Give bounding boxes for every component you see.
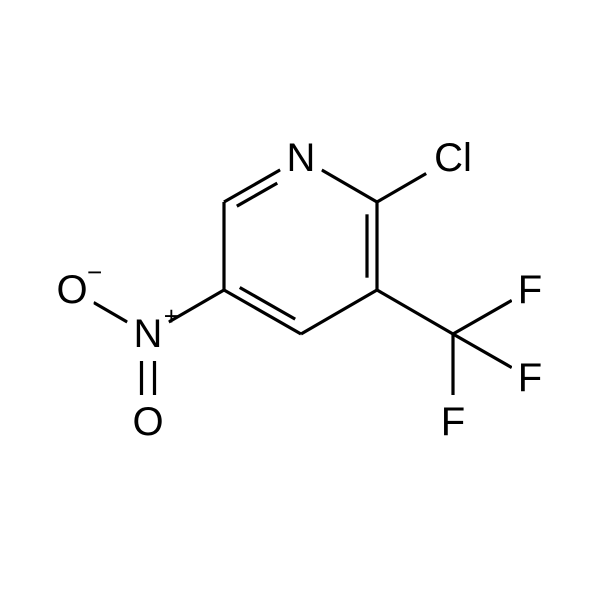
atom-label-c3: N [287,136,316,180]
molecule-diagram: NClFFFN+OO− [0,0,600,600]
atom-charge-n: + [164,301,179,331]
atom-label-o2: O [56,268,87,312]
atom-label-f3: F [441,400,465,444]
atom-label-f1: F [518,268,542,312]
atom-label-n: N [134,312,163,356]
atom-label-cl: Cl [434,136,472,180]
atom-charge-o2: − [87,257,102,287]
atom-label-f2: F [518,356,542,400]
atom-label-o1: O [132,400,163,444]
